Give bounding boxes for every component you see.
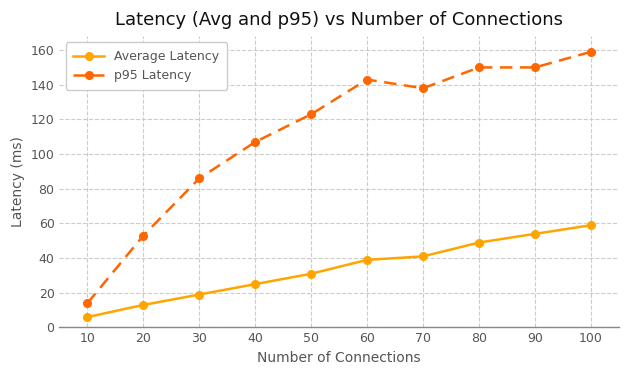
Average Latency xyxy=(251,282,259,287)
Average Latency xyxy=(195,292,203,297)
p95 Latency xyxy=(307,112,315,117)
p95 Latency xyxy=(475,65,483,70)
Average Latency xyxy=(475,240,483,245)
p95 Latency xyxy=(251,140,259,144)
Average Latency xyxy=(307,271,315,276)
p95 Latency xyxy=(195,176,203,180)
Line: Average Latency: Average Latency xyxy=(84,221,595,321)
Y-axis label: Latency (ms): Latency (ms) xyxy=(11,136,25,227)
Average Latency xyxy=(587,223,595,227)
Average Latency xyxy=(84,315,91,319)
Average Latency xyxy=(364,258,371,262)
Legend: Average Latency, p95 Latency: Average Latency, p95 Latency xyxy=(66,42,227,90)
p95 Latency xyxy=(420,86,427,91)
Title: Latency (Avg and p95) vs Number of Connections: Latency (Avg and p95) vs Number of Conne… xyxy=(115,11,563,29)
p95 Latency xyxy=(140,233,147,238)
X-axis label: Number of Connections: Number of Connections xyxy=(257,351,421,365)
Line: p95 Latency: p95 Latency xyxy=(84,48,595,307)
Average Latency xyxy=(140,303,147,307)
p95 Latency xyxy=(364,77,371,82)
p95 Latency xyxy=(531,65,539,70)
p95 Latency xyxy=(587,50,595,54)
p95 Latency xyxy=(84,301,91,305)
Average Latency xyxy=(531,232,539,236)
Average Latency xyxy=(420,254,427,259)
